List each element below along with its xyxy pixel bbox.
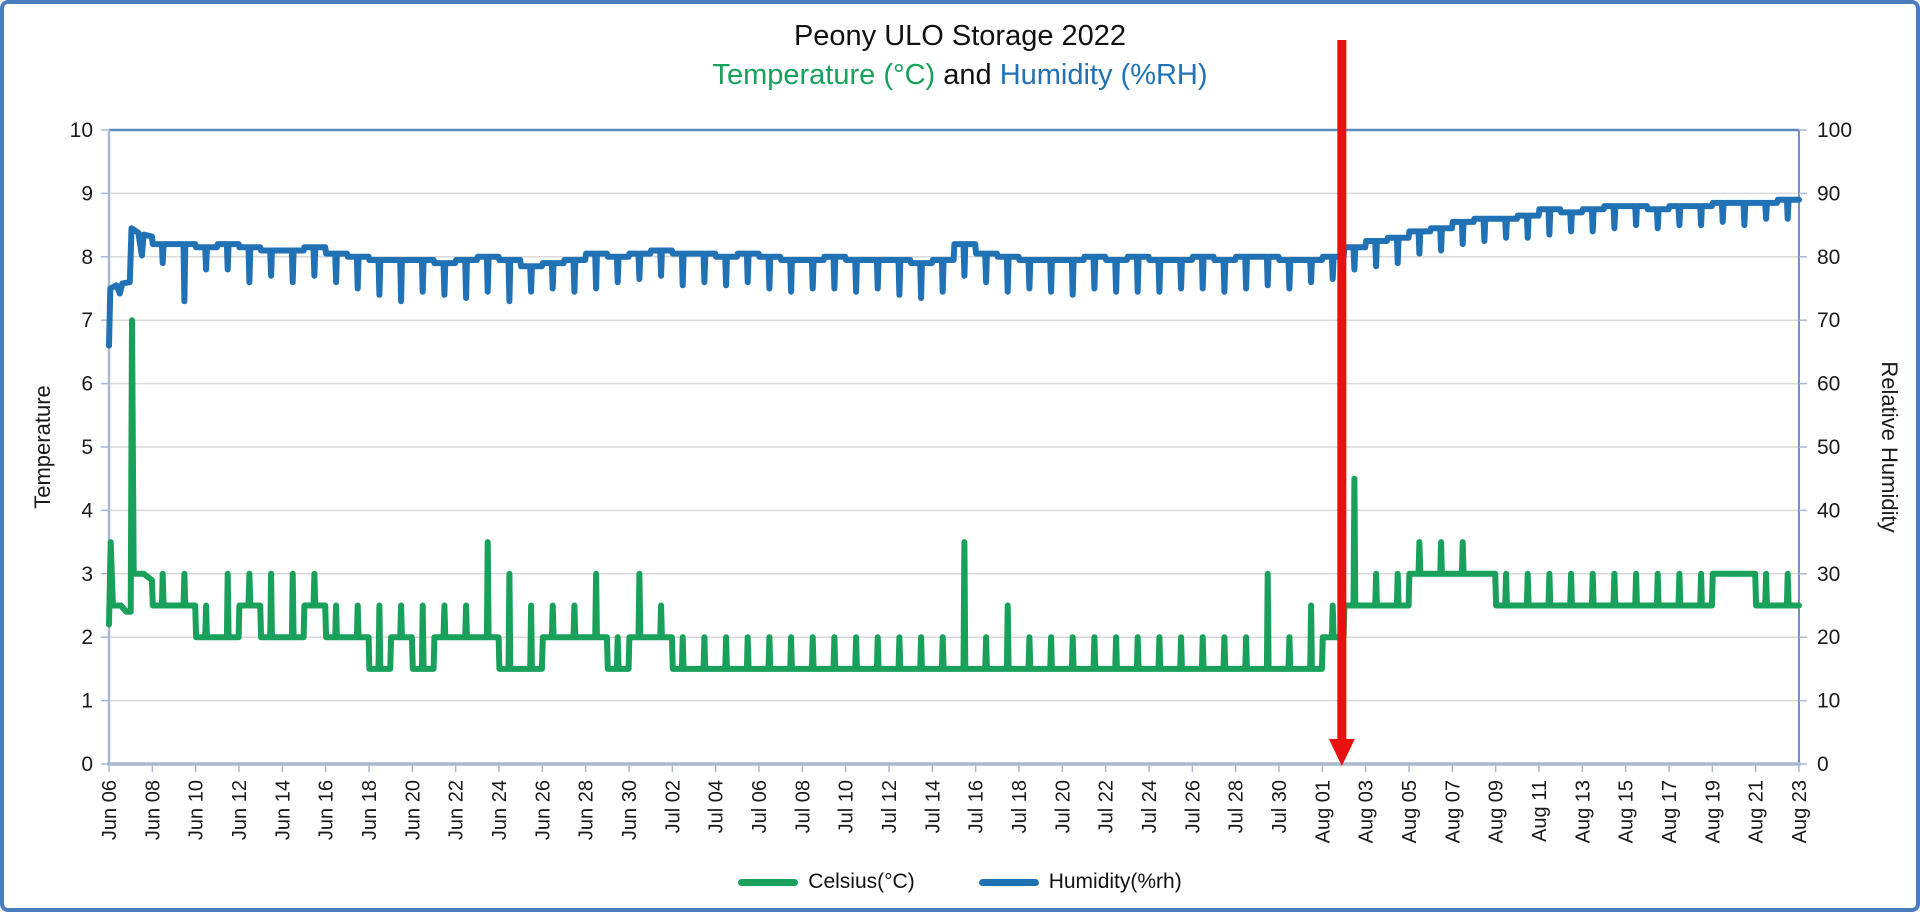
svg-text:Aug 05: Aug 05	[1399, 780, 1421, 843]
svg-text:Aug 15: Aug 15	[1616, 780, 1638, 843]
celsius-line-swatch	[738, 878, 799, 886]
svg-text:Aug 07: Aug 07	[1442, 780, 1464, 843]
svg-text:Jul 04: Jul 04	[706, 780, 728, 833]
svg-text:8: 8	[81, 246, 93, 269]
temperature-series	[106, 317, 1802, 672]
y-left-axis-title: Temperature	[30, 385, 55, 509]
svg-text:40: 40	[1817, 499, 1840, 522]
svg-text:6: 6	[81, 373, 93, 396]
svg-text:Jun 26: Jun 26	[532, 780, 554, 840]
svg-text:Aug 19: Aug 19	[1702, 780, 1724, 843]
subtitle-and-label: and	[935, 59, 1000, 92]
legend-item-celsius: Celsius(°C)	[738, 870, 915, 894]
svg-text:Aug 21: Aug 21	[1746, 780, 1768, 843]
subtitle-humidity-label: Humidity (%RH)	[999, 59, 1208, 92]
svg-text:0: 0	[1817, 753, 1829, 776]
svg-text:0: 0	[81, 753, 93, 776]
svg-text:Aug 11: Aug 11	[1529, 780, 1551, 842]
svg-text:Jun 22: Jun 22	[446, 780, 468, 840]
svg-text:10: 10	[70, 119, 93, 142]
svg-text:70: 70	[1817, 309, 1840, 332]
svg-text:60: 60	[1817, 373, 1840, 396]
svg-text:Aug 17: Aug 17	[1659, 780, 1681, 843]
svg-text:Aug 09: Aug 09	[1486, 780, 1508, 843]
svg-text:Jul 16: Jul 16	[966, 780, 988, 833]
svg-text:10: 10	[1817, 690, 1840, 713]
svg-text:Jul 12: Jul 12	[879, 780, 901, 833]
svg-text:Jun 06: Jun 06	[99, 780, 121, 840]
svg-text:Jul 18: Jul 18	[1009, 780, 1031, 833]
svg-text:Jun 10: Jun 10	[186, 780, 208, 840]
svg-text:Jun 24: Jun 24	[489, 780, 511, 840]
svg-text:5: 5	[81, 436, 93, 459]
svg-text:90: 90	[1817, 182, 1840, 205]
svg-text:100: 100	[1817, 119, 1852, 142]
svg-text:1: 1	[81, 690, 93, 713]
x-tick-labels: Jun 06 Jun 08 Jun 10 Jun 12 Jun 14 Jun 16 Jun …	[99, 780, 1811, 843]
svg-text:Jun 14: Jun 14	[272, 780, 294, 840]
svg-text:50: 50	[1817, 436, 1840, 459]
svg-text:Aug 23: Aug 23	[1789, 780, 1811, 843]
svg-text:2: 2	[81, 626, 93, 649]
y-left-tick-labels: 0 1 2 3 4 5 6 7 8 9 10	[70, 119, 109, 776]
svg-text:Jun 28: Jun 28	[576, 780, 598, 840]
subtitle-temperature-label: Temperature (°C)	[712, 59, 936, 92]
title-block: Peony ULO Storage 2022 Temperature (°C) …	[4, 18, 1916, 94]
legend-item-humidity: Humidity(%rh)	[978, 870, 1182, 894]
svg-text:Jun 18: Jun 18	[359, 780, 381, 840]
svg-text:Jul 24: Jul 24	[1139, 780, 1161, 833]
svg-text:Aug 03: Aug 03	[1356, 780, 1378, 843]
legend-label-celsius: Celsius(°C)	[808, 870, 915, 893]
svg-text:Jul 20: Jul 20	[1052, 780, 1074, 833]
chart-plot: Jun 06 Jun 08 Jun 10 Jun 12 Jun 14 Jun 16 Jun …	[30, 40, 1902, 843]
svg-text:9: 9	[81, 182, 93, 205]
x-axis-ticks	[108, 764, 1800, 772]
svg-text:Aug 13: Aug 13	[1572, 780, 1594, 843]
y-gridlines	[109, 192, 1799, 702]
svg-text:Jul 06: Jul 06	[749, 780, 771, 833]
y-right-axis-title: Relative Humidity	[1877, 361, 1902, 532]
svg-text:20: 20	[1817, 626, 1840, 649]
y-right-tick-labels: 0 10 20 30 40 50 60 70 80 90 100	[1799, 119, 1852, 776]
svg-text:Jul 14: Jul 14	[922, 780, 944, 833]
svg-text:Jul 02: Jul 02	[662, 780, 684, 833]
chart-subtitle: Temperature (°C) and Humidity (%RH)	[4, 57, 1916, 93]
legend-label-humidity: Humidity(%rh)	[1048, 870, 1182, 893]
svg-text:Jun 12: Jun 12	[229, 780, 251, 840]
svg-text:7: 7	[81, 309, 93, 332]
svg-text:4: 4	[81, 499, 93, 522]
svg-text:Jul 26: Jul 26	[1182, 780, 1204, 833]
svg-text:Jul 08: Jul 08	[792, 780, 814, 833]
svg-text:Jul 22: Jul 22	[1096, 780, 1118, 833]
svg-text:Jun 30: Jun 30	[619, 780, 641, 840]
svg-text:Jun 08: Jun 08	[142, 780, 164, 840]
svg-text:30: 30	[1817, 563, 1840, 586]
svg-text:Jul 30: Jul 30	[1269, 780, 1291, 833]
svg-text:Aug 01: Aug 01	[1312, 780, 1334, 843]
event-arrow	[1328, 40, 1355, 766]
chart-legend: Celsius(°C) Humidity(%rh)	[4, 870, 1916, 894]
humidity-line-swatch	[978, 878, 1039, 886]
svg-text:Jul 28: Jul 28	[1226, 780, 1248, 833]
humidity-series	[106, 196, 1802, 349]
svg-text:Jun 20: Jun 20	[402, 780, 424, 840]
svg-text:3: 3	[81, 563, 93, 586]
svg-text:80: 80	[1817, 246, 1840, 269]
svg-text:Jun 16: Jun 16	[316, 780, 338, 840]
svg-text:Jul 10: Jul 10	[836, 780, 858, 833]
chart-title: Peony ULO Storage 2022	[793, 20, 1127, 52]
